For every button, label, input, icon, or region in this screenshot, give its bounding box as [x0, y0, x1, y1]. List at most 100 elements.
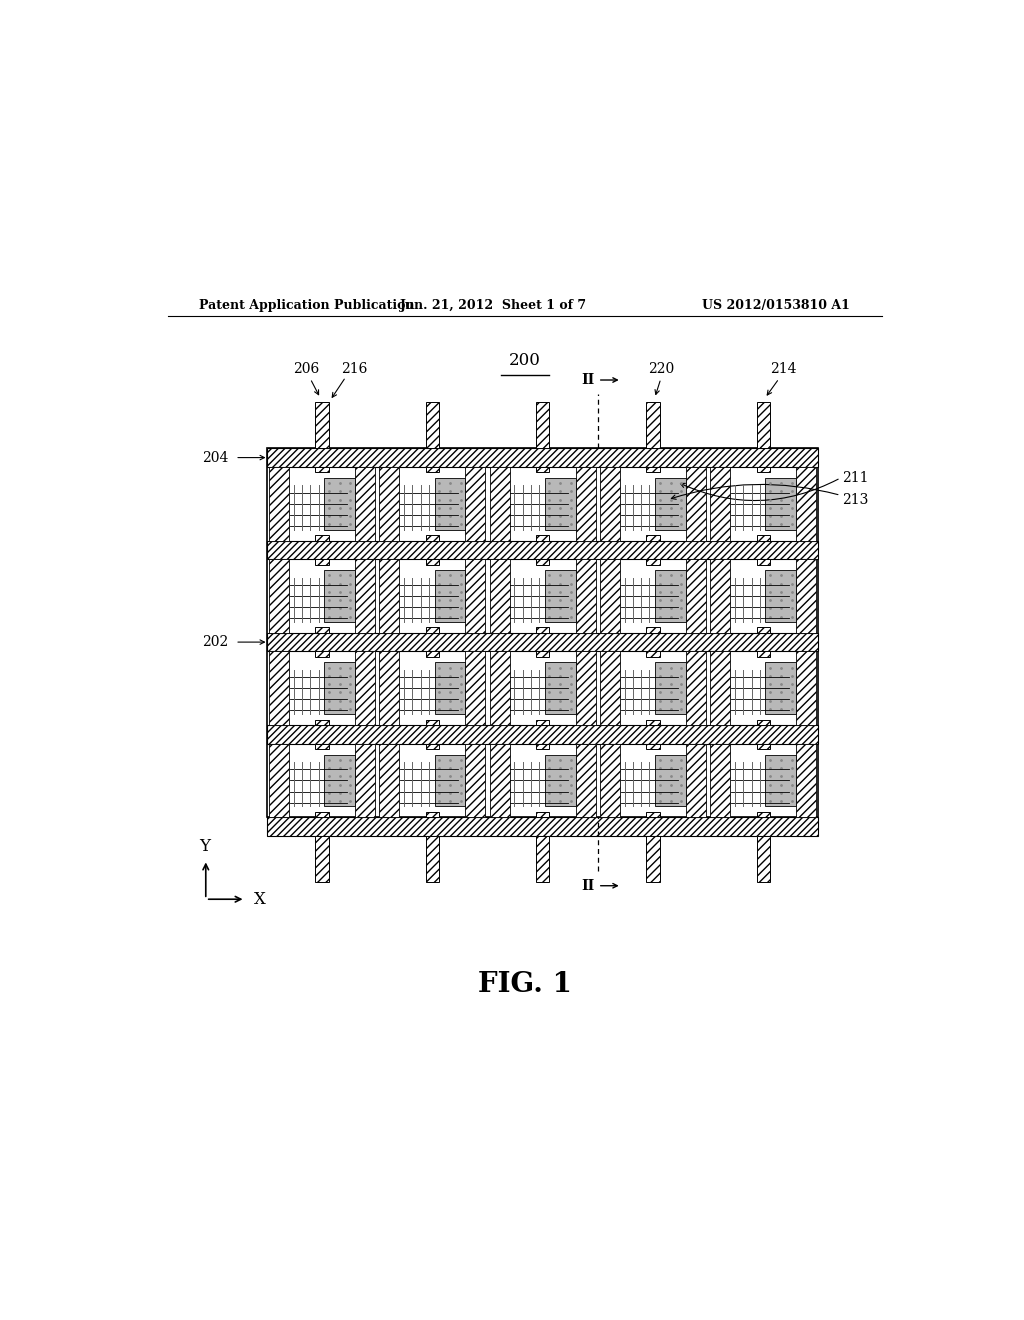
- Bar: [489, 651, 510, 725]
- Bar: [797, 467, 816, 541]
- Bar: [686, 743, 706, 817]
- Bar: [434, 755, 466, 807]
- Bar: [711, 743, 730, 817]
- Bar: [757, 467, 770, 473]
- Bar: [426, 836, 439, 882]
- Bar: [315, 467, 329, 473]
- Bar: [655, 663, 686, 714]
- Bar: [267, 817, 818, 836]
- Bar: [575, 467, 596, 541]
- Bar: [536, 403, 549, 449]
- Bar: [315, 627, 329, 632]
- Bar: [380, 651, 399, 725]
- Bar: [646, 743, 659, 750]
- Bar: [646, 627, 659, 632]
- Bar: [426, 743, 439, 750]
- Bar: [757, 743, 770, 750]
- Bar: [757, 403, 770, 449]
- Bar: [489, 743, 510, 817]
- Bar: [766, 755, 797, 807]
- Bar: [711, 651, 730, 725]
- Bar: [536, 467, 549, 473]
- Bar: [434, 570, 466, 622]
- Bar: [355, 743, 375, 817]
- Text: II: II: [582, 374, 595, 387]
- Bar: [757, 812, 770, 817]
- Bar: [315, 719, 329, 725]
- Bar: [536, 651, 549, 657]
- Bar: [545, 663, 575, 714]
- Bar: [355, 467, 375, 541]
- Bar: [269, 560, 289, 632]
- Bar: [545, 478, 575, 529]
- Bar: [466, 743, 485, 817]
- Text: 213: 213: [842, 494, 868, 507]
- Bar: [426, 403, 439, 449]
- Bar: [766, 570, 797, 622]
- Bar: [655, 755, 686, 807]
- Bar: [380, 467, 399, 541]
- Bar: [575, 743, 596, 817]
- Bar: [600, 467, 620, 541]
- Text: 202: 202: [202, 635, 228, 649]
- Bar: [686, 651, 706, 725]
- Bar: [269, 743, 289, 817]
- Bar: [711, 467, 730, 541]
- Bar: [757, 651, 770, 657]
- Text: FIG. 1: FIG. 1: [478, 970, 571, 998]
- Bar: [426, 535, 439, 541]
- Bar: [426, 560, 439, 565]
- Text: 206: 206: [293, 362, 319, 376]
- Text: X: X: [254, 891, 265, 908]
- Bar: [646, 535, 659, 541]
- Bar: [646, 651, 659, 657]
- Bar: [315, 836, 329, 882]
- Bar: [426, 812, 439, 817]
- Bar: [426, 467, 439, 473]
- Bar: [536, 812, 549, 817]
- Bar: [575, 651, 596, 725]
- Bar: [269, 651, 289, 725]
- Bar: [426, 719, 439, 725]
- Bar: [757, 719, 770, 725]
- Bar: [315, 743, 329, 750]
- Bar: [426, 651, 439, 657]
- Bar: [536, 627, 549, 632]
- Bar: [466, 651, 485, 725]
- Bar: [711, 560, 730, 632]
- Bar: [757, 560, 770, 565]
- Bar: [267, 449, 818, 467]
- Bar: [686, 560, 706, 632]
- Bar: [355, 560, 375, 632]
- Bar: [600, 560, 620, 632]
- Bar: [325, 570, 355, 622]
- Bar: [686, 467, 706, 541]
- Bar: [655, 570, 686, 622]
- Bar: [536, 560, 549, 565]
- Bar: [434, 663, 466, 714]
- Bar: [600, 743, 620, 817]
- Bar: [646, 812, 659, 817]
- Text: 200: 200: [509, 352, 541, 370]
- Bar: [315, 403, 329, 449]
- Bar: [267, 449, 818, 817]
- Bar: [646, 467, 659, 473]
- Bar: [536, 836, 549, 882]
- Bar: [267, 541, 818, 560]
- Text: 211: 211: [842, 471, 868, 484]
- Text: 214: 214: [770, 362, 797, 376]
- Bar: [797, 743, 816, 817]
- Bar: [646, 836, 659, 882]
- Bar: [646, 560, 659, 565]
- Bar: [489, 560, 510, 632]
- Bar: [315, 535, 329, 541]
- Bar: [536, 719, 549, 725]
- Bar: [646, 719, 659, 725]
- Bar: [757, 836, 770, 882]
- Text: II: II: [582, 879, 595, 892]
- Bar: [489, 467, 510, 541]
- Bar: [797, 560, 816, 632]
- Text: 220: 220: [648, 362, 674, 376]
- Bar: [600, 651, 620, 725]
- Bar: [355, 651, 375, 725]
